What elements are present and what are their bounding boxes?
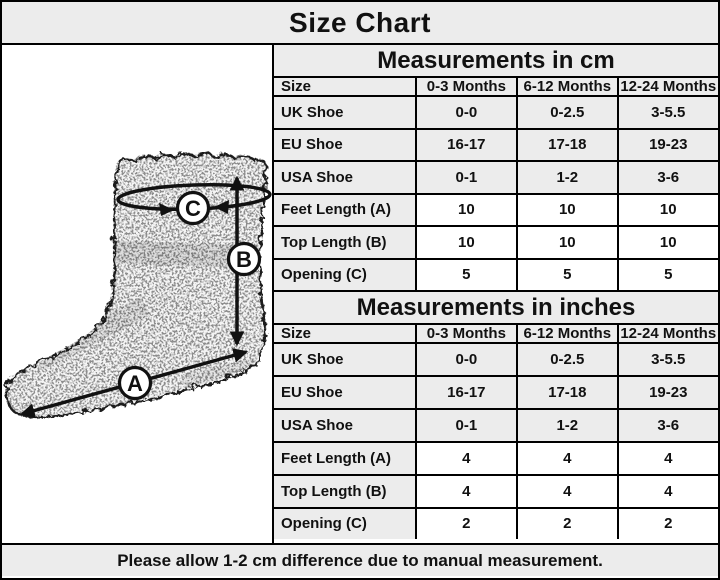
column-header-row: Size 0-3 Months 6-12 Months 12-24 Months: [274, 325, 718, 344]
measurements-inches-table: Size 0-3 Months 6-12 Months 12-24 Months…: [274, 325, 718, 539]
table-row: Opening (C) 2 2 2: [274, 506, 718, 539]
section-title-cm: Measurements in cm: [274, 45, 718, 78]
row-label: Top Length (B): [274, 473, 417, 509]
column-header-12-24: 12-24 Months: [616, 78, 718, 97]
row-value: 17-18: [516, 127, 619, 162]
column-header-6-12: 6-12 Months: [516, 325, 619, 344]
row-value: 0-0: [414, 95, 519, 130]
row-value: 10: [516, 192, 619, 227]
table-row: Opening (C) 5 5 5: [274, 257, 718, 292]
row-label: Opening (C): [274, 257, 417, 292]
row-label: Feet Length (A): [274, 192, 417, 227]
row-label: Opening (C): [274, 506, 417, 539]
row-value: 2: [414, 506, 519, 539]
table-row: EU Shoe 16-17 17-18 19-23: [274, 127, 718, 162]
sock-diagram-panel: C B A: [2, 45, 274, 543]
row-value: 4: [414, 440, 519, 476]
marker-top-length: B: [226, 241, 262, 277]
row-label: EU Shoe: [274, 374, 417, 410]
page-title: Size Chart: [2, 2, 718, 45]
row-label: EU Shoe: [274, 127, 417, 162]
tables-panel: Measurements in cm Size 0-3 Months 6-12 …: [274, 45, 718, 543]
column-header-0-3: 0-3 Months: [414, 325, 519, 344]
table-row: Feet Length (A) 4 4 4: [274, 440, 718, 476]
marker-letter-a: A: [127, 371, 143, 396]
column-header-0-3: 0-3 Months: [414, 78, 519, 97]
row-value: 0-2.5: [516, 95, 619, 130]
row-value: 1-2: [516, 160, 619, 195]
row-value: 1-2: [516, 407, 619, 443]
row-value: 0-2.5: [516, 342, 619, 377]
table-row: Top Length (B) 10 10 10: [274, 225, 718, 260]
marker-letter-c: C: [185, 196, 201, 221]
column-header-12-24: 12-24 Months: [616, 325, 718, 344]
row-value: 2: [616, 506, 718, 539]
row-value: 10: [616, 225, 718, 260]
row-value: 16-17: [414, 127, 519, 162]
row-value: 4: [414, 473, 519, 509]
table-row: USA Shoe 0-1 1-2 3-6: [274, 407, 718, 443]
marker-opening: C: [175, 190, 211, 226]
column-header-6-12: 6-12 Months: [516, 78, 619, 97]
row-label: Top Length (B): [274, 225, 417, 260]
row-label: UK Shoe: [274, 342, 417, 377]
row-value: 5: [616, 257, 718, 292]
row-value: 10: [616, 192, 718, 227]
table-row: UK Shoe 0-0 0-2.5 3-5.5: [274, 342, 718, 377]
row-value: 19-23: [616, 374, 718, 410]
row-value: 10: [414, 225, 519, 260]
row-label: Feet Length (A): [274, 440, 417, 476]
row-value: 10: [516, 225, 619, 260]
row-value: 4: [516, 440, 619, 476]
row-value: 16-17: [414, 374, 519, 410]
row-label: USA Shoe: [274, 160, 417, 195]
row-value: 3-6: [616, 407, 718, 443]
marker-letter-b: B: [236, 247, 252, 272]
row-value: 2: [516, 506, 619, 539]
row-value: 0-1: [414, 407, 519, 443]
row-value: 19-23: [616, 127, 718, 162]
row-value: 5: [414, 257, 519, 292]
marker-feet-length: A: [117, 365, 153, 401]
row-label: UK Shoe: [274, 95, 417, 130]
sock-illustration: C B A: [3, 150, 272, 418]
table-row: Top Length (B) 4 4 4: [274, 473, 718, 509]
row-label: USA Shoe: [274, 407, 417, 443]
row-value: 3-5.5: [616, 342, 718, 377]
table-row: USA Shoe 0-1 1-2 3-6: [274, 160, 718, 195]
row-value: 4: [616, 440, 718, 476]
table-row: Feet Length (A) 10 10 10: [274, 192, 718, 227]
row-value: 3-5.5: [616, 95, 718, 130]
column-header-row: Size 0-3 Months 6-12 Months 12-24 Months: [274, 78, 718, 97]
measurement-disclaimer: Please allow 1-2 cm difference due to ma…: [2, 543, 718, 576]
row-value: 5: [516, 257, 619, 292]
table-row: EU Shoe 16-17 17-18 19-23: [274, 374, 718, 410]
row-value: 17-18: [516, 374, 619, 410]
column-header-size: Size: [274, 78, 417, 97]
measurements-cm-table: Size 0-3 Months 6-12 Months 12-24 Months…: [274, 78, 718, 292]
row-value: 4: [616, 473, 718, 509]
section-title-inches: Measurements in inches: [274, 292, 718, 325]
row-value: 10: [414, 192, 519, 227]
row-value: 4: [516, 473, 619, 509]
column-header-size: Size: [274, 325, 417, 344]
row-value: 0-1: [414, 160, 519, 195]
row-value: 0-0: [414, 342, 519, 377]
row-value: 3-6: [616, 160, 718, 195]
content-area: C B A Measurements in cm Size: [2, 45, 718, 543]
table-row: UK Shoe 0-0 0-2.5 3-5.5: [274, 95, 718, 130]
